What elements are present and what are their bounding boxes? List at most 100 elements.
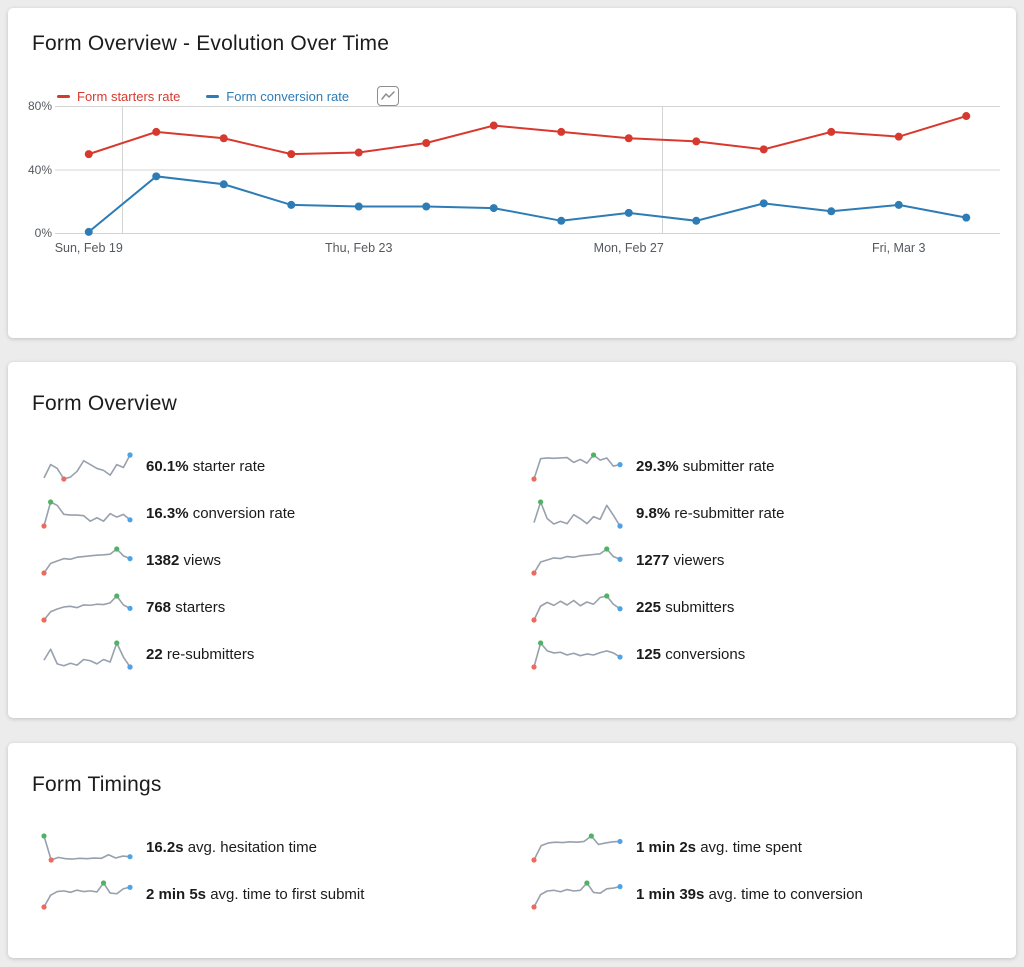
data-point[interactable] [894, 200, 903, 209]
data-point[interactable] [422, 139, 431, 148]
last-dot [617, 838, 623, 844]
sparkline-path [43, 835, 131, 861]
evolution-card: Form Overview - Evolution Over Time Form… [8, 8, 1016, 338]
legend-item-form-conversion-rate[interactable]: Form conversion rate [206, 89, 349, 104]
metric-re-submitter-rate: 9.8% re-submitter rate [531, 490, 992, 537]
data-point[interactable] [489, 121, 498, 130]
metric-label: submitter rate [682, 458, 775, 475]
max-dot [114, 639, 120, 646]
max-dot [588, 832, 594, 839]
min-dot [41, 616, 47, 623]
data-point[interactable] [894, 132, 903, 141]
metric-value: 1 min 2s [636, 839, 697, 856]
metric-sparkline [41, 592, 133, 623]
data-point[interactable] [152, 172, 161, 181]
metric-text: 125 conversions [636, 646, 745, 663]
form-timings-card: Form Timings 16.2s avg. hesitation time 1… [8, 743, 1016, 958]
metric-sparkline [41, 498, 133, 529]
metric-sparkline [531, 592, 623, 623]
metric-re-submitters: 22 re-submitters [41, 631, 531, 678]
x-tick-label: Sun, Feb 19 [54, 241, 123, 255]
max-dot [584, 879, 590, 886]
data-point[interactable] [759, 145, 768, 154]
metric-sparkline [533, 498, 623, 529]
legend-item-form-starters-rate[interactable]: Form starters rate [57, 89, 180, 104]
line-chart-icon[interactable] [377, 86, 400, 106]
data-point[interactable] [962, 112, 971, 121]
data-point[interactable] [827, 127, 836, 136]
metric-avg-time-spent: 1 min 2s avg. time spent [531, 824, 992, 871]
metric-sparkline [41, 832, 133, 863]
metric-value: 2 min 5s [146, 886, 207, 903]
last-dot [127, 884, 133, 890]
data-point[interactable] [489, 204, 498, 213]
data-point[interactable] [827, 207, 836, 216]
metric-label: avg. hesitation time [187, 839, 317, 856]
data-point[interactable] [354, 202, 363, 211]
min-dot [531, 616, 537, 623]
data-point[interactable] [759, 199, 768, 208]
min-dot [531, 569, 537, 576]
sparkline-path [533, 641, 621, 667]
min-dot [531, 663, 537, 670]
min-dot [531, 475, 537, 482]
metric-avg-time-to-conversion: 1 min 39s avg. time to conversion [531, 871, 992, 918]
sparkline-path [533, 500, 621, 526]
series-line [88, 115, 967, 156]
data-point[interactable] [219, 134, 228, 143]
metric-value: 16.3% [146, 505, 189, 522]
metric-text: 1382 views [146, 552, 221, 569]
min-dot [61, 475, 67, 482]
metric-text: 2 min 5s avg. time to first submit [146, 886, 364, 903]
data-point[interactable] [692, 216, 701, 225]
data-point[interactable] [624, 134, 633, 143]
metric-sparkline [531, 879, 623, 910]
metric-submitter-rate: 29.3% submitter rate [531, 443, 992, 490]
max-dot [100, 879, 107, 886]
max-dot [114, 592, 120, 599]
timings-metrics-grid: 16.2s avg. hesitation time 1 min 2s avg. … [32, 824, 992, 918]
metric-value: 1277 [636, 552, 670, 569]
data-point[interactable] [962, 213, 971, 222]
max-dot [48, 498, 54, 505]
max-dot [604, 592, 610, 599]
data-point[interactable] [287, 150, 296, 159]
form-timings-title: Form Timings [32, 773, 162, 796]
metric-value: 225 [636, 599, 662, 616]
sparkline-path [43, 881, 131, 907]
data-point[interactable] [557, 127, 566, 136]
max-dot [114, 545, 120, 552]
data-point[interactable] [354, 148, 363, 157]
min-dot [41, 569, 47, 576]
data-point[interactable] [84, 150, 93, 159]
sparkline-path [533, 594, 621, 620]
metric-text: 1277 viewers [636, 552, 724, 569]
evolution-chart[interactable] [55, 106, 1000, 236]
x-tick-label: Thu, Feb 23 [325, 241, 393, 255]
legend-swatch-starters [57, 94, 70, 98]
metric-text: 1 min 39s avg. time to conversion [636, 886, 863, 903]
data-point[interactable] [422, 202, 431, 211]
metric-label: viewers [673, 552, 725, 569]
data-point[interactable] [287, 200, 296, 209]
sparkline-path [43, 454, 131, 480]
metric-starter-rate: 60.1% starter rate [41, 443, 531, 490]
last-dot [127, 451, 133, 458]
min-dot [41, 903, 47, 910]
last-dot [617, 653, 623, 660]
data-point[interactable] [557, 216, 566, 225]
metric-label: conversion rate [192, 505, 296, 522]
metric-value: 125 [636, 646, 662, 663]
data-point[interactable] [84, 227, 93, 236]
metric-conversions: 125 conversions [531, 631, 992, 678]
x-tick-label: Mon, Feb 27 [593, 241, 664, 255]
data-point[interactable] [219, 180, 228, 189]
data-point[interactable] [624, 208, 633, 217]
metric-sparkline [41, 545, 133, 576]
metric-value: 60.1% [146, 458, 189, 475]
data-point[interactable] [692, 137, 701, 146]
last-dot [127, 516, 133, 522]
data-point[interactable] [152, 127, 161, 136]
last-dot [127, 555, 133, 561]
legend-label-conversion: Form conversion rate [226, 88, 350, 104]
